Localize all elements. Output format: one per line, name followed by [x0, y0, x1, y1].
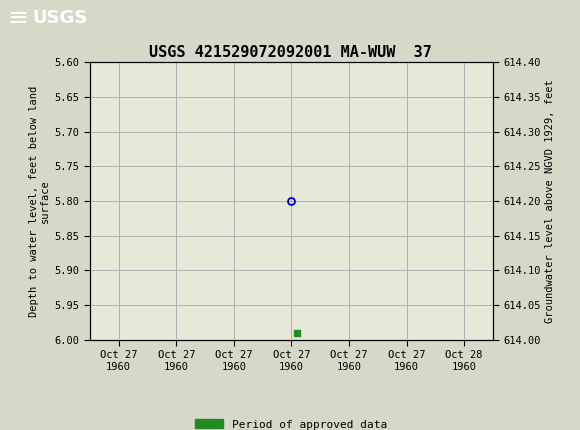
Text: USGS: USGS: [32, 9, 87, 27]
Legend: Period of approved data: Period of approved data: [191, 415, 392, 430]
Text: ≡: ≡: [7, 6, 28, 30]
Y-axis label: Depth to water level, feet below land
surface: Depth to water level, feet below land su…: [29, 86, 50, 316]
Text: USGS 421529072092001 MA-WUW  37: USGS 421529072092001 MA-WUW 37: [148, 45, 432, 60]
Y-axis label: Groundwater level above NGVD 1929, feet: Groundwater level above NGVD 1929, feet: [545, 79, 555, 323]
